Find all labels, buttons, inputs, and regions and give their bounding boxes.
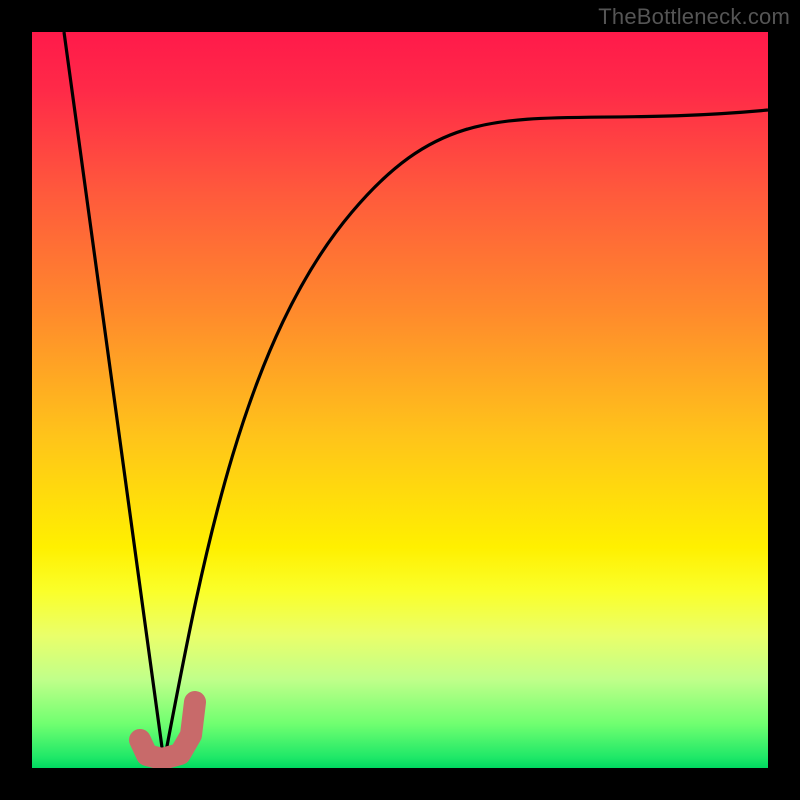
j-checkmark	[140, 702, 195, 759]
curve-layer	[32, 32, 768, 768]
plot-area	[32, 32, 768, 768]
chart-frame: TheBottleneck.com	[0, 0, 800, 800]
watermark-text: TheBottleneck.com	[598, 4, 790, 30]
bottleneck-curve	[64, 32, 768, 762]
